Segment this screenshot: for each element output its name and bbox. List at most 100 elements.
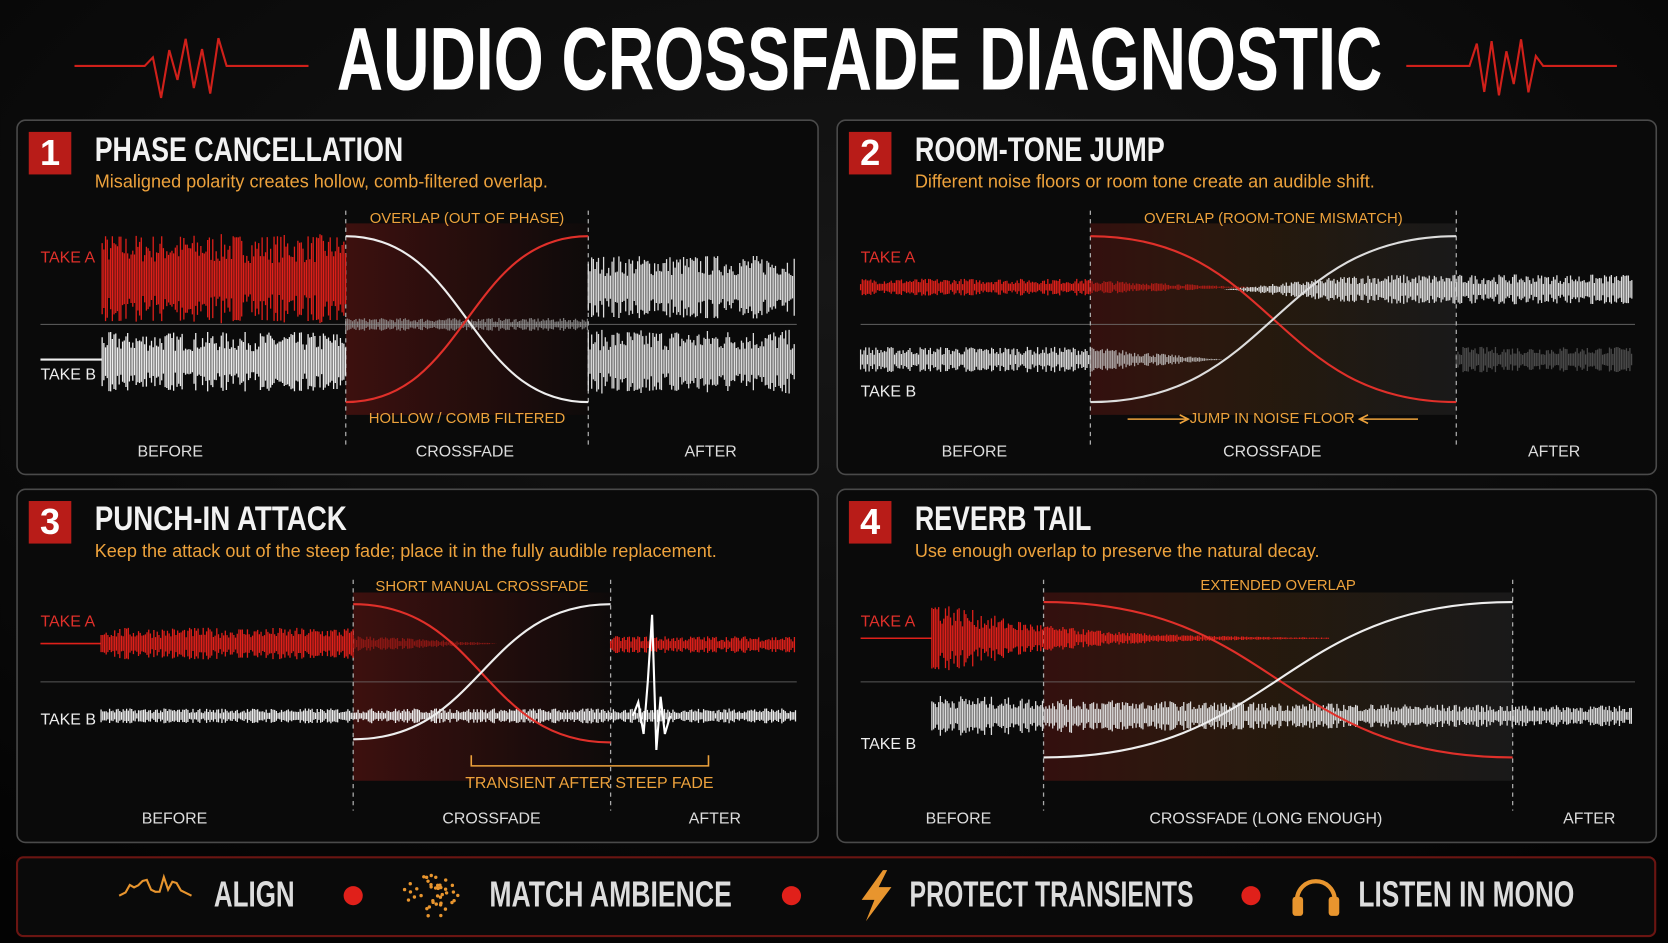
fade-curve (353, 603, 611, 741)
ambience-icon (451, 890, 456, 894)
ambience-icon (402, 887, 407, 892)
take-a-label: TAKE A (40, 250, 95, 267)
overlap-label: EXTENDED OVERLAP (1200, 578, 1355, 594)
title: AUDIO CROSSFADE DIAGNOSTIC (337, 9, 1383, 109)
waveform (931, 696, 1633, 736)
ambience-icon (425, 906, 429, 911)
ambience-icon (436, 886, 440, 891)
waveform (345, 318, 589, 331)
waveform (100, 708, 797, 724)
ambience-icon (431, 900, 435, 905)
take-b-label: TAKE B (861, 736, 917, 753)
crossfade-label: CROSSFADE (416, 443, 514, 460)
before-label: BEFORE (926, 810, 992, 827)
separator-dot (781, 886, 802, 906)
ambience-icon (415, 887, 419, 891)
heartbeat-icon (74, 37, 309, 99)
ambience-icon (426, 914, 430, 918)
take-a-label: TAKE A (40, 614, 95, 631)
panel-subtitle: Different noise floors or room tone crea… (915, 172, 1375, 192)
ambience-icon (444, 878, 448, 882)
crossfade-region (353, 592, 611, 781)
ambience-icon (439, 885, 443, 890)
mono-icon (1292, 896, 1304, 916)
ambience-icon (450, 883, 455, 888)
heartbeat-icon (1406, 39, 1617, 96)
ambience-icon (438, 903, 443, 907)
take-b-label: TAKE B (40, 711, 96, 728)
waveform (1224, 274, 1633, 305)
take-a-label: TAKE A (861, 250, 916, 267)
number-badge (28, 131, 72, 175)
before-label: BEFORE (137, 443, 203, 460)
waveform (1455, 346, 1633, 373)
panel-subtitle: Use enough overlap to preserve the natur… (915, 541, 1320, 561)
waveform (859, 346, 1090, 373)
ambience-icon (429, 885, 433, 889)
panel-title: REVERB TAIL (915, 500, 1092, 538)
waveform (101, 234, 347, 324)
take-b-label: TAKE B (861, 384, 917, 401)
waveform (931, 606, 1330, 671)
number-badge (848, 501, 892, 544)
before-label: BEFORE (142, 810, 208, 827)
overlap-label: OVERLAP (ROOM-TONE MISMATCH) (1144, 211, 1403, 227)
mono-icon (1328, 896, 1340, 916)
footer-item: ALIGN (214, 873, 295, 914)
panel-number: 1 (40, 132, 60, 173)
after-label: AFTER (1528, 443, 1580, 460)
separator-dot (343, 886, 363, 906)
number-badge (28, 501, 72, 544)
footer-item: PROTECT TRANSIENTS (910, 873, 1194, 914)
panel-number: 2 (860, 132, 880, 173)
waveform (587, 329, 795, 394)
fade-curve (1043, 601, 1513, 759)
fade-curve (353, 603, 611, 744)
ambience-icon (438, 895, 443, 899)
panel-title: PHASE CANCELLATION (95, 131, 403, 169)
ambience-icon (435, 894, 440, 898)
arrow (1127, 414, 1418, 425)
footer-item: MATCH AMBIENCE (489, 873, 732, 914)
ambience-icon (434, 875, 438, 880)
crossfade-label: CROSSFADE (LONG ENOUGH) (1149, 810, 1382, 827)
transient-icon (861, 870, 892, 922)
after-label: AFTER (684, 443, 736, 460)
mono-icon (1294, 879, 1338, 903)
ambience-icon (433, 886, 438, 890)
ambience-icon (440, 892, 444, 897)
waveform (587, 256, 795, 319)
ambience-icon (429, 873, 433, 878)
ambience-icon (456, 893, 460, 898)
footer-item: LISTEN IN MONO (1358, 873, 1574, 914)
crossfade-label: CROSSFADE (1223, 443, 1321, 460)
bracket (470, 755, 710, 767)
panel-number: 3 (40, 501, 60, 542)
after-label: AFTER (689, 810, 741, 827)
ambience-icon (408, 882, 412, 886)
panel-subtitle: Keep the attack out of the steep fade; p… (95, 541, 717, 561)
panel-title: ROOM-TONE JUMP (915, 131, 1165, 169)
ambience-icon (452, 898, 456, 903)
overlap-label: SHORT MANUAL CROSSFADE (375, 579, 588, 595)
overlap-label: OVERLAP (OUT OF PHASE) (370, 211, 565, 227)
fade-curve (345, 235, 589, 404)
ambience-icon (408, 890, 413, 894)
note-label: HOLLOW / COMB FILTERED (369, 411, 566, 427)
separator-dot (1241, 886, 1261, 906)
note-label: JUMP IN NOISE FLOOR (1190, 411, 1355, 427)
ambience-icon (424, 875, 429, 880)
waveform (1089, 347, 1223, 372)
before-label: BEFORE (942, 443, 1008, 460)
number-badge (848, 131, 892, 175)
crossfade-region (1043, 592, 1513, 781)
after-label: AFTER (1563, 810, 1615, 827)
align-icon (118, 873, 192, 897)
waveform (859, 278, 1090, 296)
crossfade-label: CROSSFADE (442, 810, 540, 827)
ambience-icon (406, 898, 411, 902)
ambience-icon (435, 883, 440, 888)
transient (631, 614, 672, 751)
